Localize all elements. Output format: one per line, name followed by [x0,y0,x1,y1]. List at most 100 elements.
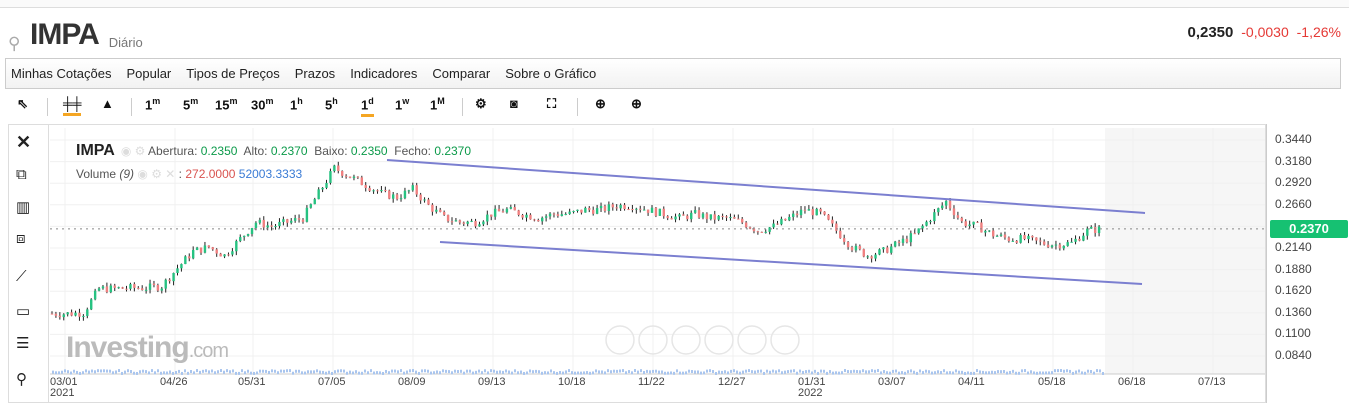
candle-body [744,222,748,228]
price-axis[interactable]: 0.3440 0.3180 0.2920 0.2660 0.2140 0.1880 0.16… [1266,124,1349,403]
candle-body [144,289,148,291]
interval-1w[interactable]: 1w [395,96,410,113]
volume-bar [313,370,315,374]
volume-bar [259,369,261,373]
volume-bar [604,371,606,375]
volume-bar [274,369,276,373]
volume-bar [817,371,819,375]
volume-bar [1021,369,1023,373]
volume-bar [367,371,369,375]
menu-item[interactable]: Popular [126,66,172,81]
date-tick: 12/27 [718,376,746,388]
volume-bar [961,370,963,374]
volume-bar [805,370,807,374]
interval-1m[interactable]: 1m [145,96,161,113]
candle-body [156,284,160,291]
rectangle-tool-icon[interactable]: ▭ [16,303,31,320]
interval-1d[interactable]: 1d [361,96,374,118]
candle-body [1003,234,1007,238]
volume-bar [241,369,243,373]
search-icon[interactable]: ⚲ [8,34,21,53]
volume-bar [652,369,654,373]
trendline-upper [386,159,1146,214]
volume-bar [592,371,594,375]
menu-item[interactable]: Prazos [294,66,336,81]
volume-bar [232,369,234,373]
candle-body [266,225,269,228]
download-cloud-icon[interactable]: ⊕ [595,96,606,111]
candle-body [925,221,928,226]
volume-controls-icon[interactable]: ◉ ⚙ ✕ [137,167,176,181]
eye-icon[interactable]: ◉ ⚙ [120,144,146,158]
volume-bar [928,370,930,374]
trendline-tool-icon[interactable]: ⟋ [16,268,27,285]
zoom-icon[interactable]: ⚲ [16,371,27,388]
candle-body [619,204,622,209]
legend-symbol: IMPA [76,142,115,159]
candle-body [690,212,693,220]
menu-item[interactable]: Minhas Cotações [11,66,112,81]
volume-bar [1066,369,1068,373]
interval-1M[interactable]: 1M [430,96,445,113]
menu-item[interactable]: Indicadores [350,66,418,81]
interval-30m[interactable]: 30m [251,96,274,113]
investing-logo: Investing.com [66,331,229,364]
volume-bar [442,369,444,373]
candles-icon[interactable]: ╪╪ [63,96,82,116]
volume-bar [352,371,354,375]
menu-item[interactable]: Comparar [432,66,491,81]
fullscreen-icon[interactable]: ⛶ [547,96,557,111]
volume-bar [451,371,453,375]
interval-1h[interactable]: 1h [290,96,303,113]
candle-body [960,217,964,222]
volume-bar [103,369,105,373]
candle-body [862,249,865,257]
candle-body [1019,235,1022,243]
menu-item[interactable]: Tipos de Preços [186,66,280,81]
divider [131,98,132,116]
candle-body [674,216,677,220]
candle-body [631,209,634,211]
interval-5m[interactable]: 5m [183,96,199,113]
candle-body [850,247,854,251]
candle-body [533,219,536,221]
candle-body [454,220,458,222]
volume-bar [703,371,705,375]
volume-bar [850,370,852,374]
volume-bar [751,370,753,374]
volume-bar [946,371,948,375]
volume-bar [1078,369,1080,373]
candle-body [250,228,254,235]
close-icon[interactable]: ✕ [16,132,32,152]
remove-drawings-icon[interactable]: ⧉ [16,166,27,183]
cursor-icon[interactable]: ⇖ [17,96,28,111]
volume-bar [121,371,123,375]
menu-item[interactable]: Sobre o Gráfico [505,66,597,81]
copy-icon[interactable]: ⧈ [16,230,26,247]
candle-body [431,204,434,212]
candle-body [109,285,113,293]
area-chart-icon[interactable]: ▲ [101,96,114,111]
volume-bar [166,371,168,375]
candle-body [1093,226,1097,234]
volume-bar [424,369,426,373]
fib-tool-icon[interactable]: ☰ [16,335,30,352]
settings-icon[interactable]: ⚙ [475,96,487,111]
volume-bar [202,369,204,373]
interval-5h[interactable]: 5h [325,96,338,113]
candle-body [713,214,716,220]
volume-bar [490,369,492,373]
remove-indicators-icon[interactable]: ▥ [16,199,31,216]
upload-cloud-icon[interactable]: ⊕ [631,96,642,111]
candle-body [446,214,450,222]
date-tick: 03/01 [50,376,78,388]
volume-bar [685,371,687,375]
camera-icon[interactable]: ◙ [510,96,518,111]
interval-15m[interactable]: 15m [215,96,238,113]
candle-body [211,247,214,250]
candle-body [105,286,109,293]
volume-bar [358,371,360,375]
volume-bar [499,370,501,374]
price-change-pct: -1,26% [1296,24,1341,40]
